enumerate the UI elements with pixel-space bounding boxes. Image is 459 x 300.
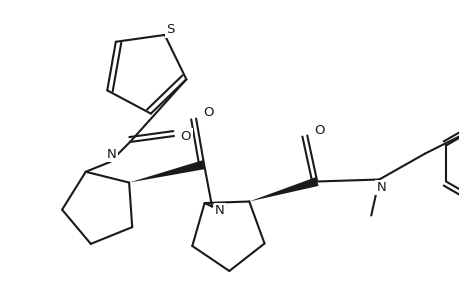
- Polygon shape: [129, 160, 205, 183]
- Text: O: O: [180, 130, 191, 142]
- Text: O: O: [313, 124, 324, 137]
- Text: S: S: [166, 23, 174, 36]
- Polygon shape: [249, 177, 318, 202]
- Text: N: N: [375, 181, 385, 194]
- Text: N: N: [215, 204, 224, 217]
- Text: O: O: [202, 106, 213, 119]
- Text: N: N: [107, 148, 117, 160]
